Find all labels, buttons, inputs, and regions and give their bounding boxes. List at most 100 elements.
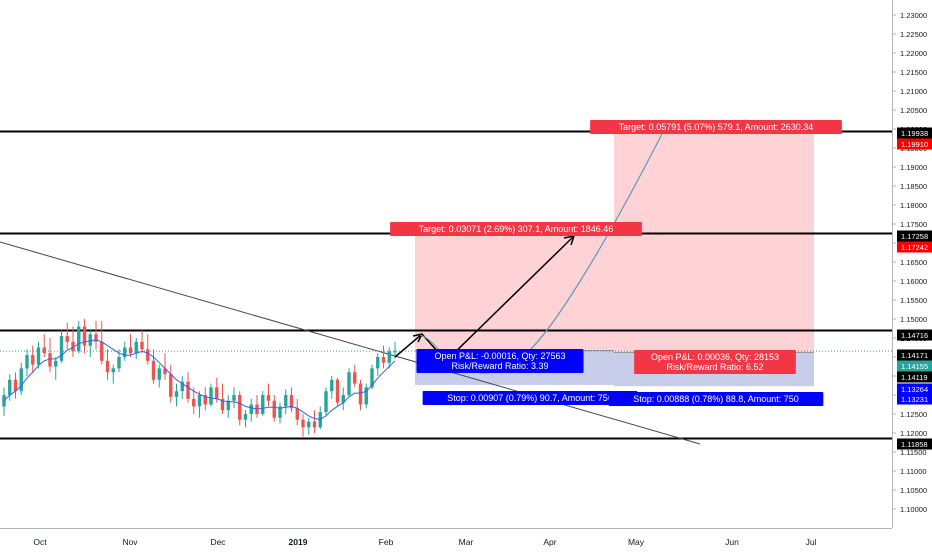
candle (370, 368, 374, 388)
price-tag-4 (897, 241, 932, 253)
candle (238, 395, 242, 420)
price-axis[interactable]: 1.23000 1.22500 1.22000 1.21500 1.21000 1.205… (892, 0, 932, 550)
candle (48, 353, 52, 367)
pnl-label-2-text: Open P&L: 0.00036, Qty: 28153 (651, 352, 779, 362)
stop-label-1-box (422, 391, 638, 405)
price-tick-label: 1.18000 (900, 201, 927, 210)
time-tick-label: Oct (33, 537, 47, 547)
candle (289, 395, 294, 409)
pnl-label-1-text: Risk/Reward Ratio: 3.39 (451, 361, 548, 371)
candle (94, 334, 98, 342)
price-tag-11 (897, 438, 932, 450)
candle (169, 374, 173, 397)
trend-line[interactable] (0, 241, 701, 445)
candle (376, 357, 380, 369)
plot-area[interactable]: Target: 0.03071 (2.69%) 307.1, Amount: 1… (0, 120, 892, 445)
candle (358, 383, 363, 405)
candle (301, 419, 305, 428)
price-tag-label: 1.17258 (901, 232, 928, 241)
candle (42, 347, 46, 354)
candle (261, 395, 265, 414)
target-label-2: Target: 0.05791 (5.07%) 579.1, Amount: 2… (590, 120, 842, 134)
pnl-label-2-text: Risk/Reward Ratio: 6.52 (666, 362, 763, 372)
price-tick-label: 1.15000 (900, 315, 927, 324)
target-label-2-text: Target: 0.05791 (5.07%) 579.1, Amount: 2… (619, 122, 814, 132)
candle (31, 355, 35, 365)
price-tag-label: 1.13264 (901, 385, 928, 394)
price-tag-label: 1.19910 (901, 140, 928, 149)
price-tag-label: 1.19938 (901, 129, 928, 138)
candle (128, 347, 133, 354)
candle (100, 341, 104, 361)
pnl-label-1-text: Open P&L: -0.00016, Qty: 27563 (434, 351, 565, 361)
candle (381, 357, 386, 363)
price-tick-label: 1.15500 (900, 296, 927, 305)
pnl-label-2-box (634, 350, 796, 374)
price-tick-label: 1.11000 (900, 467, 927, 476)
price-tick-label: 1.17500 (900, 220, 927, 229)
candle (312, 421, 317, 428)
price-tag-9 (897, 383, 932, 395)
candle (25, 355, 29, 369)
candle (347, 372, 351, 395)
candle (65, 336, 69, 342)
candle (335, 379, 340, 403)
candle (105, 360, 110, 373)
candle (13, 379, 18, 392)
price-tick-label: 1.22500 (900, 30, 927, 39)
target-label-1: Target: 0.03071 (2.69%) 307.1, Amount: 1… (390, 222, 642, 236)
target-label-2-box (590, 120, 842, 134)
candle (393, 351, 397, 353)
price-tick-label: 1.12000 (900, 429, 927, 438)
candle (180, 381, 184, 392)
time-tick-label: Jul (806, 537, 817, 547)
price-tag-8 (897, 371, 932, 383)
time-axis[interactable]: Oct Nov Dec 2019 Feb Mar Apr May Jun Jul (0, 528, 892, 548)
time-tick-label: Feb (379, 537, 394, 547)
price-tag-label: 1.14155 (901, 362, 928, 371)
price-tag-label: 1.14171 (901, 351, 928, 360)
pnl-label-1: Open P&L: -0.00016, Qty: 27563Risk/Rewar… (416, 349, 584, 373)
price-tick-label: 1.16000 (900, 277, 927, 286)
price-tag-6 (897, 349, 932, 361)
candle (353, 372, 357, 384)
time-tick-label: May (628, 537, 645, 547)
price-tick-label: 1.11500 (900, 448, 927, 457)
candles (2, 319, 397, 437)
projection-arrow-path[interactable] (394, 235, 575, 363)
price-tick-label: 1.23000 (900, 11, 927, 20)
price-tick-label: 1.21000 (900, 87, 927, 96)
price-tag-5 (897, 329, 932, 341)
candle (77, 326, 81, 352)
pnl-label-1-box (416, 349, 584, 373)
stop-label-2: Stop: 0.00888 (0.78%) 88.8, Amount: 750 (608, 392, 824, 406)
price-tag-label: 1.11858 (901, 440, 928, 449)
stop-label-2-box (608, 392, 824, 406)
time-ticks: Oct Nov Dec 2019 Feb Mar Apr May Jun Jul (33, 537, 816, 547)
time-tick-label: Nov (122, 537, 138, 547)
stop-label-1: Stop: 0.00907 (0.79%) 90.7, Amount: 750 (422, 391, 638, 405)
pnl-label-2: Open P&L: 0.00036, Qty: 28153Risk/Reward… (634, 350, 796, 374)
candle (295, 408, 299, 420)
time-tick-label: Dec (210, 537, 226, 547)
candle (215, 387, 219, 399)
candle (88, 334, 92, 346)
candle (197, 395, 202, 407)
candle (192, 398, 196, 407)
price-tags: 1.19938 1.19910 1.17258 1.17242 1.14716 1.141… (897, 127, 932, 450)
candle (209, 387, 213, 405)
price-tick-label: 1.21500 (900, 68, 927, 77)
time-tick-label: Jun (725, 537, 739, 547)
candle (19, 368, 23, 392)
price-tag-10 (897, 393, 932, 405)
stop-label-1-text: Stop: 0.00907 (0.79%) 90.7, Amount: 750 (447, 393, 613, 403)
candle (232, 395, 236, 401)
position-labels: Target: 0.03071 (2.69%) 307.1, Amount: 1… (390, 120, 842, 406)
target-label-1-box (390, 222, 642, 236)
candle (134, 341, 138, 354)
candle (82, 326, 87, 346)
candle (36, 347, 41, 365)
candle (307, 421, 311, 428)
